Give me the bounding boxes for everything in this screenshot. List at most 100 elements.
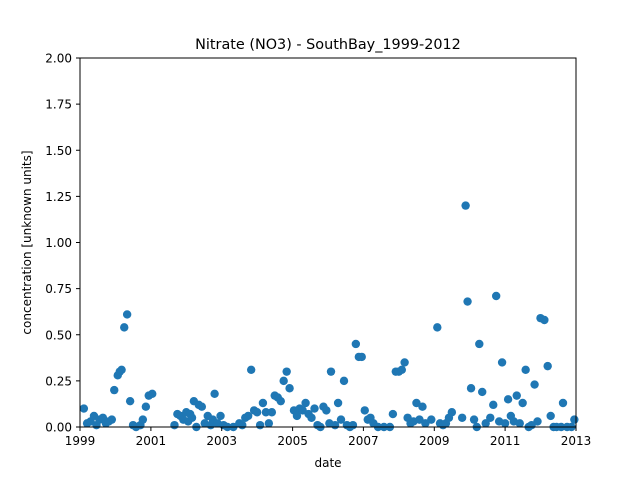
data-point <box>503 395 513 404</box>
data-point <box>546 411 555 421</box>
y-tick-label: 1.25 <box>45 190 72 204</box>
data-point <box>530 380 539 389</box>
x-tick-label: 2009 <box>419 434 450 448</box>
x-tick-label: 2011 <box>490 434 521 448</box>
data-point <box>339 376 349 386</box>
data-point <box>285 384 294 393</box>
data-point <box>521 365 530 375</box>
x-tick-label: 1999 <box>65 434 96 448</box>
y-tick-label: 0.50 <box>45 328 72 342</box>
data-point <box>481 419 490 428</box>
y-tick-label: 2.00 <box>45 52 72 66</box>
data-point <box>122 310 132 319</box>
data-point <box>243 411 253 421</box>
data-point <box>427 415 436 424</box>
data-point <box>333 398 343 408</box>
data-point <box>255 420 265 430</box>
chart-title: Nitrate (NO3) - SouthBay_1999-2012 <box>195 37 461 53</box>
y-axis-ticks: 0.00 0.25 0.50 0.75 1.00 1.25 1.50 1.75 2.00 <box>45 52 80 435</box>
data-points <box>79 201 579 432</box>
data-point <box>117 365 126 375</box>
data-point <box>558 398 568 408</box>
data-point <box>322 406 331 415</box>
data-point <box>246 365 256 375</box>
data-point <box>461 201 470 210</box>
data-point <box>500 419 510 428</box>
y-tick-label: 0.75 <box>45 282 72 296</box>
data-point <box>307 413 316 422</box>
x-tick-label: 2001 <box>136 434 167 448</box>
data-point <box>125 396 135 406</box>
x-tick-label: 2013 <box>561 434 592 448</box>
x-tick-label: 2007 <box>348 434 379 448</box>
data-point <box>478 387 487 397</box>
data-point <box>540 315 549 325</box>
data-point <box>491 291 501 301</box>
data-point <box>486 413 495 422</box>
data-point <box>469 415 479 424</box>
data-point <box>79 404 89 413</box>
data-point <box>264 419 274 428</box>
data-point <box>433 323 442 332</box>
data-point <box>447 408 457 417</box>
x-tick-label: 2003 <box>206 434 237 448</box>
data-point <box>348 420 358 430</box>
data-point <box>518 398 527 408</box>
y-tick-label: 0.25 <box>45 374 72 388</box>
data-point <box>543 361 552 371</box>
data-point <box>210 389 219 398</box>
y-axis-label: concentration [unknown units] <box>20 150 34 334</box>
data-point <box>110 385 119 395</box>
data-point <box>216 411 225 421</box>
y-tick-label: 1.00 <box>45 236 72 250</box>
data-point <box>497 358 507 367</box>
y-tick-label: 1.75 <box>45 98 72 112</box>
data-point <box>267 408 277 417</box>
data-point <box>388 409 398 419</box>
data-point <box>357 352 366 362</box>
data-point <box>279 376 288 386</box>
x-axis-label: date <box>314 456 341 470</box>
data-point <box>148 389 157 398</box>
data-point <box>107 415 117 424</box>
plot-area <box>80 58 576 427</box>
data-point <box>252 408 262 417</box>
data-point <box>475 339 484 349</box>
data-point <box>258 398 268 408</box>
data-point <box>301 398 310 408</box>
data-point <box>187 413 197 422</box>
data-point <box>326 367 336 376</box>
data-point <box>238 420 247 430</box>
x-axis-ticks: 1999 2001 2003 2005 2007 2009 2011 2013 <box>65 427 592 448</box>
y-tick-label: 1.50 <box>45 144 72 158</box>
data-point <box>397 365 407 375</box>
data-point <box>170 420 179 430</box>
data-point <box>292 411 302 421</box>
data-point <box>512 391 521 400</box>
data-point <box>412 398 421 408</box>
data-point <box>141 402 151 411</box>
data-point <box>360 406 369 415</box>
data-point <box>276 396 285 406</box>
data-point <box>457 413 467 422</box>
data-point <box>463 297 472 306</box>
x-tick-label: 2005 <box>277 434 308 448</box>
data-point <box>533 417 542 426</box>
data-point <box>515 419 524 428</box>
data-point <box>261 408 271 417</box>
data-point <box>282 367 291 376</box>
data-point <box>197 402 207 411</box>
data-point <box>400 358 409 367</box>
data-point <box>489 400 498 410</box>
data-point <box>336 415 346 424</box>
data-point <box>351 339 361 349</box>
data-point <box>570 415 579 424</box>
data-point <box>466 384 476 393</box>
data-point <box>138 415 148 424</box>
data-point <box>418 402 427 411</box>
y-tick-label: 0.00 <box>45 421 72 435</box>
data-point <box>310 404 319 413</box>
data-point <box>120 323 129 332</box>
